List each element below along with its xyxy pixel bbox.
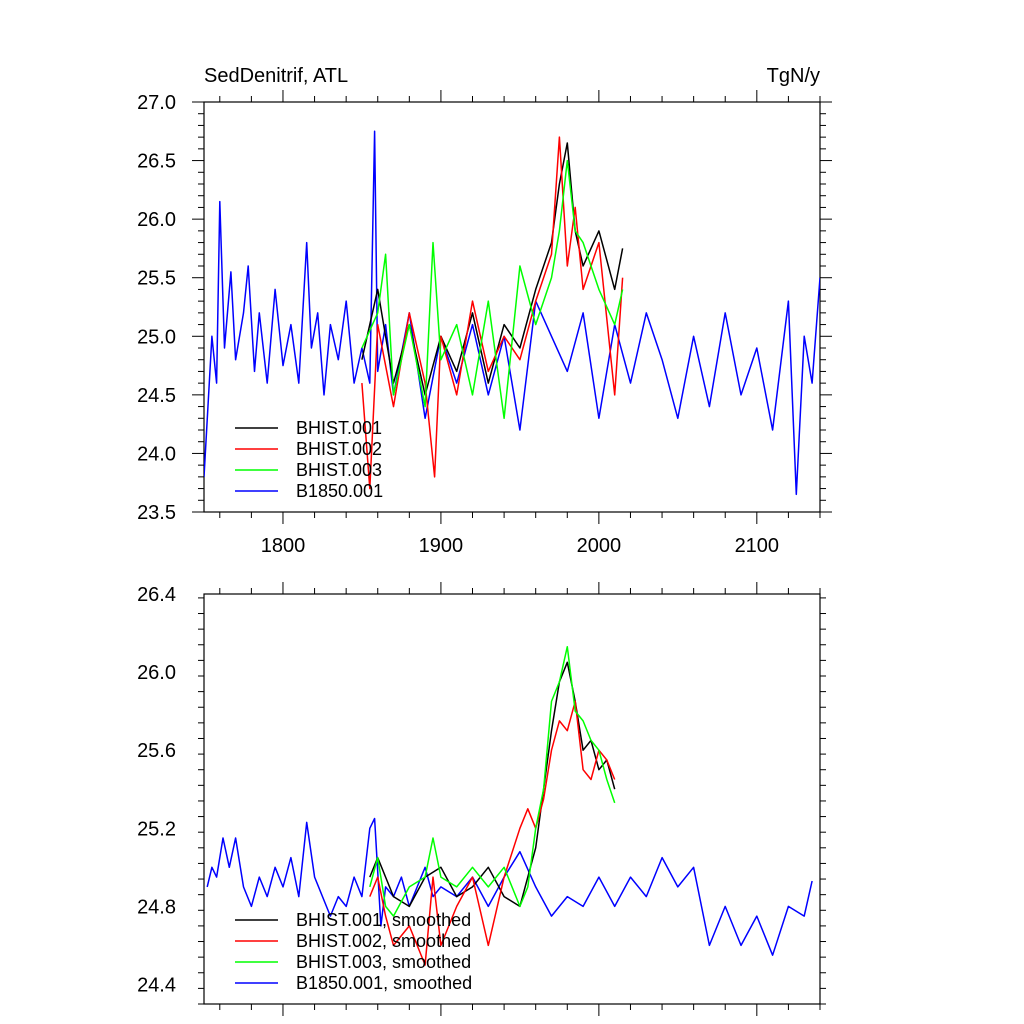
legend-label: BHIST.002, smoothed — [296, 931, 471, 951]
series-line — [369, 661, 616, 908]
plot-area-bottom: 24.4 24.8 25.2 25.6 26.0 26.4 — [137, 582, 826, 1016]
series-group — [206, 645, 813, 966]
y-tick-label: 25.6 — [137, 740, 176, 762]
legend-label: BHIST.001, smoothed — [296, 910, 471, 930]
y-tick-label: 26.0 — [137, 662, 176, 684]
y-tick-label: 23.5 — [137, 502, 176, 524]
legend-label: BHIST.003 — [296, 460, 382, 480]
y-tick-label: 27.0 — [137, 92, 176, 114]
panel-top: SedDenitrif, ATL TgN/y 1800 1900 2000 2100 2… — [137, 65, 832, 557]
legend-label: B1850.001, smoothed — [296, 973, 472, 993]
y-tick-label: 24.4 — [137, 974, 176, 996]
x-tick-label: 1800 — [261, 535, 306, 557]
chart-title: SedDenitrif, ATL — [204, 65, 348, 87]
series-line — [361, 159, 624, 420]
legend-label: BHIST.003, smoothed — [296, 952, 471, 972]
y-tick-label: 25.5 — [137, 268, 176, 290]
plot-frame-bottom — [203, 593, 821, 1005]
legend-label: BHIST.002 — [296, 439, 382, 459]
series-line — [361, 142, 624, 396]
series-line — [369, 700, 616, 966]
x-tick-label: 2000 — [577, 535, 622, 557]
y-tick-label: 25.0 — [137, 326, 176, 348]
y-tick-label: 26.5 — [137, 151, 176, 173]
legend-label: BHIST.001 — [296, 418, 382, 438]
y-tick-label: 24.0 — [137, 443, 176, 465]
series-group — [204, 130, 820, 496]
y-tick-label: 24.5 — [137, 385, 176, 407]
y-tick-label: 26.4 — [137, 584, 176, 606]
y-tick-label: 26.0 — [137, 209, 176, 231]
x-tick-label: 2100 — [735, 535, 780, 557]
legend-label: B1850.001 — [296, 481, 383, 501]
plot-area-top: 1800 1900 2000 2100 23.5 24.0 24.5 25.0 25.5 26.0… — [137, 90, 832, 557]
plot-frame-top — [203, 101, 821, 513]
y-tick-label: 24.8 — [137, 896, 176, 918]
units-label: TgN/y — [767, 65, 820, 87]
panel-bottom: 24.4 24.8 25.2 25.6 26.0 26.4 BHIST.001, smoo… — [137, 582, 826, 1016]
y-tick-label: 25.2 — [137, 818, 176, 840]
series-line — [369, 645, 616, 917]
x-tick-label: 1900 — [419, 535, 464, 557]
